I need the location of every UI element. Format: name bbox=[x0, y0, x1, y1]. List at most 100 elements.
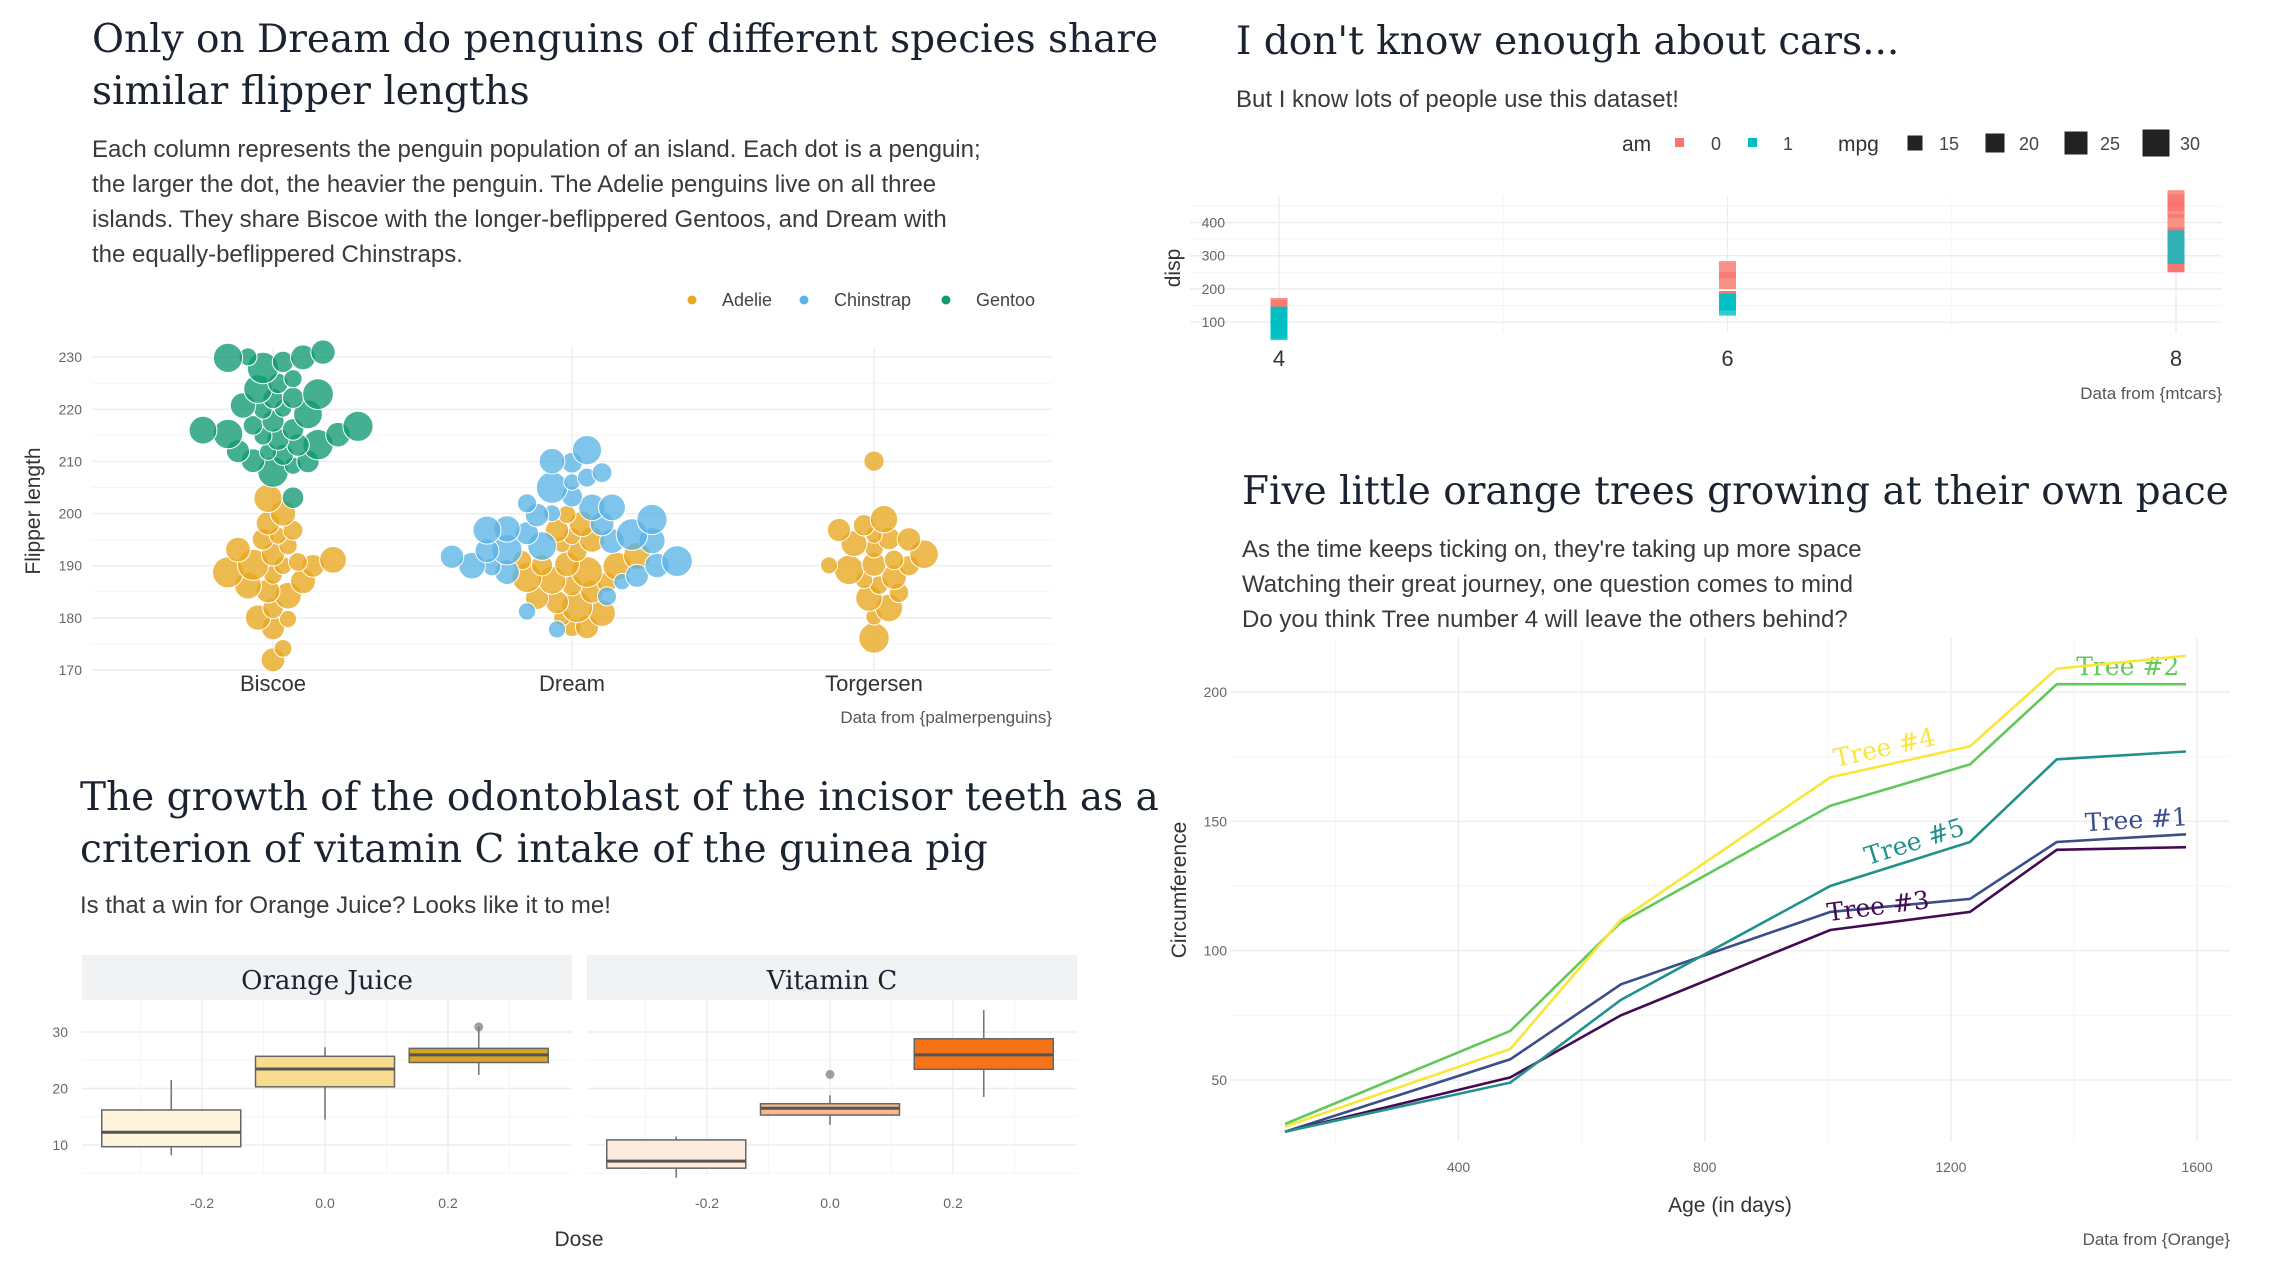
penguin-point bbox=[283, 369, 303, 389]
tree-line bbox=[1284, 845, 2187, 1133]
x-axis-label: Age (in days) bbox=[1668, 1194, 1792, 1217]
tree-line-label: Tree #1 bbox=[2084, 802, 2189, 837]
facet-strip-label: Orange Juice bbox=[241, 966, 413, 996]
penguins-caption: Data from {palmerpenguins} bbox=[840, 708, 1052, 727]
cars-subtitle: But I know lots of people use this datas… bbox=[1236, 86, 1679, 113]
y-tick-label: 210 bbox=[59, 453, 83, 469]
x-tick-label: 0.0 bbox=[315, 1195, 335, 1211]
y-tick-label: 30 bbox=[52, 1024, 68, 1040]
y-tick-label: 230 bbox=[59, 349, 83, 365]
box-outlier bbox=[825, 1069, 835, 1079]
box-body bbox=[101, 1109, 242, 1148]
y-tick-label: 20 bbox=[52, 1081, 68, 1097]
x-tick-label: 0.2 bbox=[943, 1195, 963, 1211]
penguin-point bbox=[310, 339, 336, 365]
penguin-point bbox=[883, 549, 905, 571]
penguin-point bbox=[863, 450, 885, 472]
y-tick-label: 10 bbox=[52, 1137, 68, 1153]
penguins-subtitle-line-2: the larger the dot, the heavier the peng… bbox=[92, 171, 937, 198]
legend-am-label: 1 bbox=[1783, 134, 1793, 154]
x-tick-label: 800 bbox=[1693, 1159, 1717, 1175]
tree-line bbox=[1284, 833, 2187, 1133]
legend-mpg-label: 30 bbox=[2180, 134, 2200, 154]
legend-mpg-swatch bbox=[2142, 129, 2170, 157]
box-body bbox=[254, 1055, 396, 1088]
penguin-point bbox=[439, 544, 465, 569]
box-outlier bbox=[474, 1022, 484, 1032]
trees-subtitle-line-1: As the time keeps ticking on, they're ta… bbox=[1242, 536, 1862, 563]
y-tick-label: 200 bbox=[1204, 684, 1228, 700]
tree-line-label: Tree #2 bbox=[2076, 652, 2179, 681]
car-point bbox=[1270, 306, 1288, 324]
y-tick-label: 180 bbox=[59, 610, 83, 626]
teeth-title-line-1: The growth of the odontoblast of the inc… bbox=[80, 775, 1159, 820]
penguin-point bbox=[319, 546, 347, 574]
y-tick-label: 100 bbox=[1202, 314, 1226, 330]
legend-am-swatch bbox=[1675, 138, 1684, 147]
car-point bbox=[1719, 272, 1736, 290]
penguin-point bbox=[896, 527, 922, 552]
x-tick-label: 8 bbox=[2170, 346, 2182, 371]
trees-subtitle-line-2: Watching their great journey, one questi… bbox=[1242, 571, 1853, 598]
penguin-point bbox=[598, 493, 626, 522]
penguin-point bbox=[281, 486, 305, 510]
penguins-title-line-1: Only on Dream do penguins of different s… bbox=[92, 17, 1159, 62]
x-tick-label: Torgersen bbox=[825, 671, 923, 696]
car-point bbox=[2167, 246, 2185, 264]
penguins-subtitle-line-3: islands. They share Biscoe with the long… bbox=[92, 206, 947, 233]
cars-caption: Data from {mtcars} bbox=[2080, 384, 2222, 403]
x-tick-label: 0.2 bbox=[438, 1195, 458, 1211]
x-axis-label: Dose bbox=[554, 1228, 603, 1251]
legend-mpg-swatch bbox=[2064, 131, 2088, 155]
legend-mpg-title: mpg bbox=[1838, 133, 1879, 156]
teeth-subtitle: Is that a win for Orange Juice? Looks li… bbox=[80, 892, 611, 919]
penguin-point bbox=[547, 620, 567, 639]
penguin-point bbox=[516, 493, 538, 514]
x-tick-label: 4 bbox=[1273, 346, 1285, 371]
penguin-point bbox=[278, 609, 298, 629]
legend-mpg-label: 25 bbox=[2100, 134, 2120, 154]
y-tick-label: 190 bbox=[59, 558, 83, 574]
x-tick-label: Biscoe bbox=[240, 671, 306, 696]
penguin-point bbox=[571, 435, 603, 466]
tree-line bbox=[1284, 682, 2186, 1126]
penguin-point bbox=[212, 342, 244, 373]
penguins-chart: 170 180 190 200 210 220 230 Biscoe Dream Torgerse… bbox=[22, 290, 1052, 696]
y-axis-label: disp bbox=[1162, 249, 1185, 288]
legend-dot bbox=[687, 295, 697, 305]
legend-label: Adelie bbox=[722, 290, 772, 310]
penguins-subtitle-line-1: Each column represents the penguin popul… bbox=[92, 136, 981, 163]
trees-title: Five little orange trees growing at thei… bbox=[1242, 469, 2229, 514]
legend-label: Chinstrap bbox=[834, 290, 911, 310]
teeth-title-line-2: criterion of vitamin C intake of the gui… bbox=[80, 827, 988, 872]
x-tick-label: 1200 bbox=[1935, 1159, 1966, 1175]
legend-mpg-swatch bbox=[1907, 135, 1923, 151]
x-tick-label: 0.0 bbox=[820, 1195, 840, 1211]
facet-strip bbox=[587, 955, 1077, 1000]
x-tick-label: Dream bbox=[539, 671, 605, 696]
penguin-point bbox=[636, 503, 668, 536]
x-tick-label: 400 bbox=[1447, 1159, 1471, 1175]
legend-label: Gentoo bbox=[976, 290, 1035, 310]
penguin-point bbox=[661, 545, 693, 577]
penguin-point bbox=[188, 415, 218, 445]
cars-chart: 100 200 300 400 4 6 8 disp am 0 1 mpg 15 20 25 30 bbox=[1162, 129, 2222, 371]
car-point bbox=[2167, 200, 2185, 218]
penguin-point bbox=[342, 410, 374, 442]
car-point bbox=[2167, 214, 2185, 232]
legend-dot bbox=[941, 295, 951, 305]
y-axis-label: Flipper length bbox=[22, 447, 45, 574]
penguin-point bbox=[472, 515, 502, 545]
x-tick-label: -0.2 bbox=[695, 1195, 719, 1211]
y-tick-label: 150 bbox=[1204, 813, 1228, 829]
penguin-point bbox=[288, 552, 308, 572]
penguin-point bbox=[538, 447, 566, 475]
legend-mpg-swatch bbox=[1985, 133, 2005, 153]
car-point bbox=[1719, 298, 1736, 316]
y-tick-label: 170 bbox=[59, 662, 83, 678]
y-axis-label: Circumference bbox=[1168, 822, 1191, 959]
facet-strip bbox=[82, 955, 572, 1000]
tree-line bbox=[1284, 750, 2187, 1133]
x-tick-label: -0.2 bbox=[190, 1195, 214, 1211]
